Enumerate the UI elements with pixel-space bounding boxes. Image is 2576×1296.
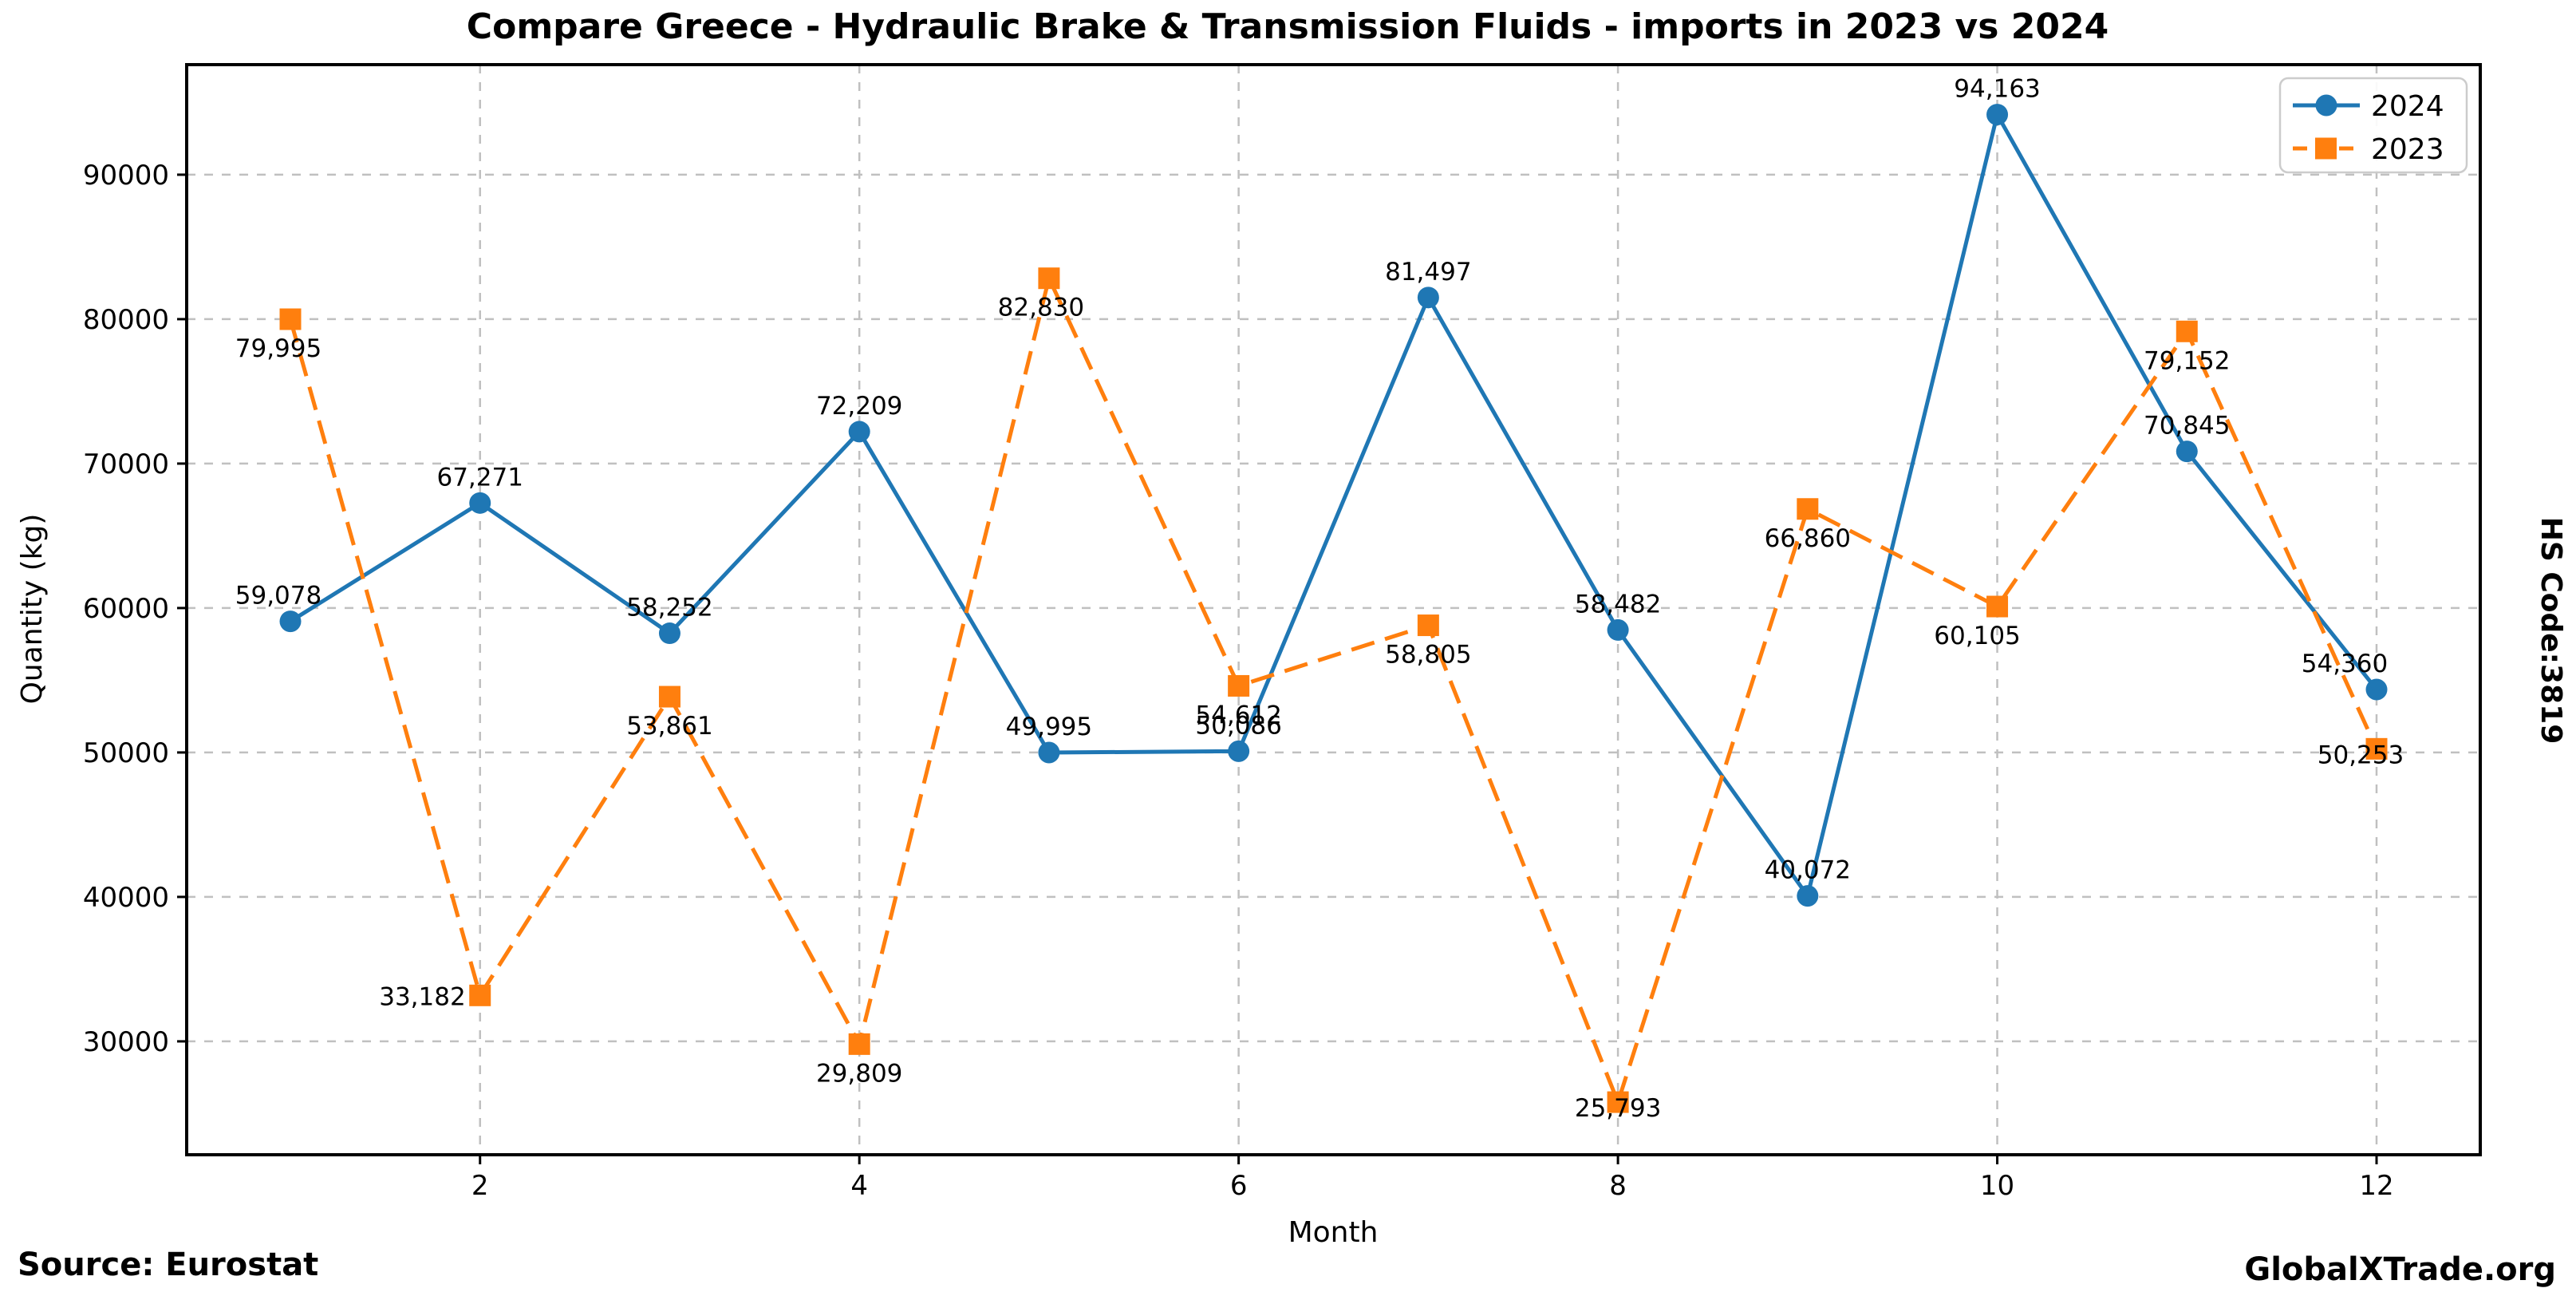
data-point-marker [279, 308, 302, 330]
legend-marker-square [2315, 137, 2337, 160]
series-layer [279, 104, 2388, 1113]
legend: 2024 2023 [2278, 77, 2468, 174]
data-point-label: 79,152 [2144, 346, 2230, 375]
data-point-marker [279, 610, 302, 633]
data-point-label: 58,482 [1575, 590, 1661, 618]
data-point-marker [658, 686, 680, 708]
legend-item-2024: 2024 [2293, 90, 2444, 123]
data-point-label: 66,860 [1765, 524, 1851, 553]
data-point-label: 58,252 [626, 594, 712, 622]
data-point-label: 49,995 [1006, 713, 1092, 741]
data-point-label: 40,072 [1765, 856, 1851, 885]
data-point-marker [848, 421, 870, 443]
data-point-label: 53,861 [626, 712, 712, 741]
data-point-marker [2365, 737, 2388, 760]
data-point-marker [1417, 614, 1439, 637]
legend-item-2023: 2023 [2293, 133, 2444, 166]
data-point-marker [1417, 286, 1439, 309]
data-point-label: 33,182 [379, 982, 465, 1011]
data-point-label: 58,805 [1385, 641, 1471, 670]
data-point-marker [1797, 498, 1819, 520]
data-point-marker [1986, 104, 2009, 126]
data-point-label: 50,253 [2318, 741, 2404, 769]
data-label-layer: 59,078 67,271 58,252 72,209 49,995 50,086 81,4… [235, 75, 2404, 1123]
data-point-label: 67,271 [436, 463, 523, 492]
data-point-marker [848, 1033, 870, 1055]
data-point-marker [1986, 595, 2009, 618]
data-point-label: 54,360 [2302, 650, 2388, 678]
data-point-label: 72,209 [816, 392, 902, 421]
x-axis-title: Month [1288, 1216, 1379, 1249]
data-point-label: 82,830 [998, 294, 1084, 322]
x-tick-label: 2 [471, 1170, 489, 1202]
data-point-marker [2365, 678, 2388, 701]
data-point-marker [2176, 441, 2198, 463]
y-tick-label: 40000 [83, 882, 169, 914]
source-note: Source: Eurostat [18, 1247, 318, 1283]
x-tick-label: 12 [2359, 1170, 2393, 1202]
data-point-marker [1038, 267, 1060, 290]
data-point-marker [1607, 1091, 1629, 1113]
data-point-label: 25,793 [1575, 1094, 1661, 1123]
data-point-marker [1797, 885, 1819, 907]
x-tick-label: 6 [1230, 1170, 1248, 1202]
data-point-label: 29,809 [816, 1059, 902, 1088]
data-point-marker [469, 492, 491, 514]
series-line-2023 [288, 276, 2379, 1104]
data-point-marker [1607, 618, 1629, 641]
chart-title: Compare Greece - Hydraulic Brake & Trans… [467, 6, 2109, 47]
y-tick-label: 60000 [83, 593, 169, 625]
data-point-label: 94,163 [1954, 75, 2040, 104]
x-tick-label: 8 [1609, 1170, 1627, 1202]
plot-border [185, 63, 2482, 1156]
y-tick-label: 80000 [83, 304, 169, 336]
data-point-label: 81,497 [1385, 258, 1471, 286]
x-tick-label: 10 [1980, 1170, 2014, 1202]
data-point-label: 59,078 [235, 582, 322, 610]
data-point-marker [469, 984, 491, 1006]
series-line-2024 [289, 113, 2378, 899]
data-point-label: 54,612 [1195, 701, 1281, 729]
y-tick-label: 90000 [83, 160, 169, 192]
brand-note: GlobalXTrade.org [2244, 1251, 2556, 1288]
y-tick-label: 70000 [83, 448, 169, 480]
data-point-label: 79,995 [235, 334, 322, 363]
data-point-marker [1228, 674, 1250, 697]
hs-code-label: HS Code:3819 [2535, 517, 2567, 745]
legend-marker-circle [2315, 94, 2337, 117]
x-tick-label: 4 [850, 1170, 868, 1202]
legend-label-2024: 2024 [2371, 90, 2444, 123]
y-tick-label: 50000 [83, 737, 169, 769]
data-point-marker [2176, 320, 2198, 342]
data-point-label: 70,845 [2144, 412, 2230, 441]
y-axis-title: Quantity (kg) [16, 514, 49, 705]
legend-label-2023: 2023 [2371, 133, 2444, 166]
data-point-marker [658, 622, 680, 645]
y-tick-label: 30000 [83, 1026, 169, 1058]
data-point-label: 60,105 [1934, 622, 2020, 650]
data-point-marker [1038, 741, 1060, 764]
data-point-label: 50,086 [1195, 711, 1281, 740]
data-point-marker [1228, 740, 1250, 762]
